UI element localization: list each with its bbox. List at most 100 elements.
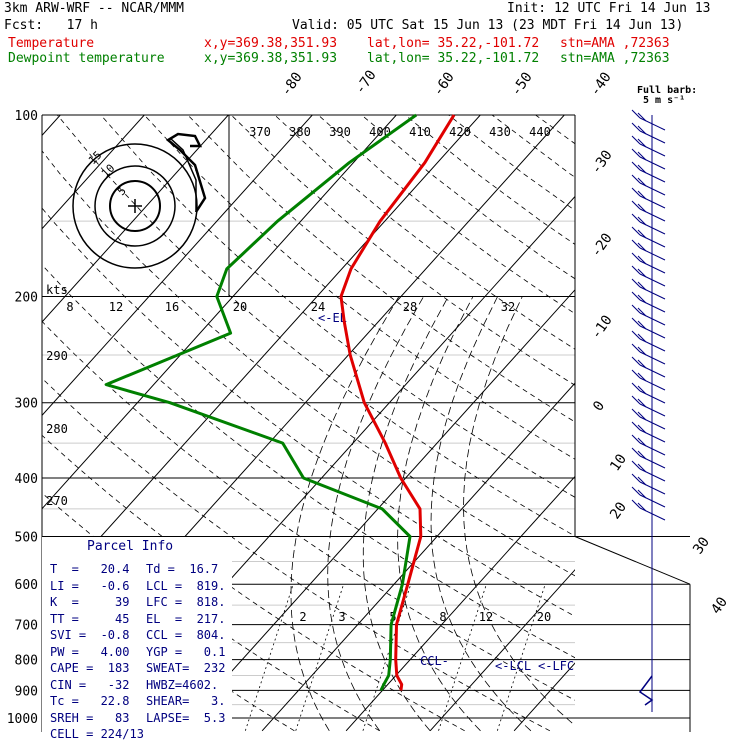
isotherm-label: 10 xyxy=(607,451,630,474)
parcel-info-row: CAPE = 183 xyxy=(50,661,130,675)
wind-barb-feather xyxy=(637,242,647,252)
wind-barb xyxy=(631,486,666,508)
isotherm-label: -20 xyxy=(588,230,616,260)
wind-barb-feather xyxy=(631,330,641,340)
wind-barb-feather xyxy=(631,135,641,145)
hodograph-scale-label: 24 xyxy=(311,300,325,314)
wind-barb-staff xyxy=(639,494,666,508)
wind-barb xyxy=(631,356,666,378)
pressure-label: 1000 xyxy=(7,712,38,727)
isotherm-line xyxy=(42,115,482,603)
wind-barb-staff xyxy=(639,169,666,183)
theta-label: 420 xyxy=(449,125,471,139)
temperature-legend: Temperature xyxy=(8,36,95,51)
wind-barb xyxy=(631,239,666,261)
wind-barb-feather xyxy=(637,450,647,460)
wind-barb-feather xyxy=(637,307,647,317)
temperature-station: stn=AMA ,72363 xyxy=(560,36,670,51)
parcel-info-row-value: Td = 16.7 xyxy=(146,562,219,576)
theta-label: 440 xyxy=(529,125,551,139)
wind-barb-staff xyxy=(639,416,666,430)
moist-adiabat-line xyxy=(430,296,532,732)
wind-barb xyxy=(631,174,666,196)
wind-barb-feather xyxy=(637,346,647,356)
wind-barb-feather xyxy=(631,187,641,197)
wind-barb-feather xyxy=(637,476,647,486)
wind-barb-staff xyxy=(639,403,666,417)
temperature-latlon: lat,lon= 35.22,-101.72 xyxy=(367,36,540,51)
wind-barb-feather xyxy=(631,278,641,288)
wind-barb-staff xyxy=(639,221,666,235)
hodograph-scale-label: 32 xyxy=(501,300,515,314)
hodograph-scale-label: 8 xyxy=(66,300,73,314)
temperature-curve xyxy=(339,114,456,691)
wind-barb-feather xyxy=(637,216,647,226)
mixing-ratio-line xyxy=(438,584,487,731)
wind-barb-feather xyxy=(637,229,647,239)
wind-barb-feather xyxy=(637,359,647,369)
wind-barb xyxy=(631,213,666,235)
dewpoint-latlon: lat,lon= 35.22,-101.72 xyxy=(367,51,540,66)
wind-barb-feather xyxy=(637,268,647,278)
parcel-info-row: PW = 4.00 xyxy=(50,644,130,659)
isotherm-line xyxy=(42,115,398,510)
isotherm-label: -50 xyxy=(508,69,536,99)
theta-label: 430 xyxy=(489,125,511,139)
wind-barb xyxy=(631,382,666,404)
wind-barb-feather xyxy=(631,382,641,392)
wind-barb-feather xyxy=(637,398,647,408)
mixing-ratio-line xyxy=(362,584,412,731)
theta-low-label: 270 xyxy=(46,494,68,508)
init-time: Init: 12 UTC Fri 14 Jun 13 xyxy=(507,1,711,16)
isotherm-label: -10 xyxy=(588,312,616,342)
wind-barb-feather xyxy=(631,317,641,327)
isotherm-label: -60 xyxy=(430,69,458,99)
hodograph-scale-label: 12 xyxy=(109,300,123,314)
wind-barb xyxy=(631,499,666,521)
wind-barb-feather xyxy=(631,148,641,158)
pressure-label: 600 xyxy=(15,578,38,593)
dry-adiabat-line xyxy=(42,320,575,701)
wind-barb-feather xyxy=(631,265,641,275)
wind-barb-staff xyxy=(639,299,666,313)
wind-barb xyxy=(631,460,666,482)
isotherm-line xyxy=(513,662,575,732)
pressure-label: 800 xyxy=(15,654,38,669)
dry-adiabat-line xyxy=(42,492,380,732)
forecast-hour: Fcst: 17 h xyxy=(4,18,98,33)
wind-barb-feather xyxy=(631,174,641,184)
wind-barb-feather xyxy=(637,281,647,291)
wind-barb-staff xyxy=(639,325,666,339)
hodograph-trace xyxy=(165,132,207,213)
isotherm-label: 20 xyxy=(607,499,630,522)
mixing-ratio-line xyxy=(496,584,546,731)
wind-barb-feather xyxy=(631,499,641,509)
parcel-info-row: SREH = 83 xyxy=(50,710,130,725)
mixing-ratio-line xyxy=(581,584,629,731)
wind-barb-feather xyxy=(637,164,647,174)
dewpoint-legend: Dewpoint temperature xyxy=(8,51,165,66)
barb-legend-line2: 5 m s⁻¹ xyxy=(643,95,685,106)
wind-barb-staff xyxy=(639,377,666,391)
wind-barb-staff xyxy=(639,338,666,352)
isotherm-line xyxy=(261,382,575,732)
skew-right-edge xyxy=(574,536,691,585)
mixing-ratio-label: 3 xyxy=(338,610,345,624)
dry-adiabat-line xyxy=(42,264,575,659)
parcel-info-title: Parcel Info xyxy=(87,539,174,554)
isotherm-label: -40 xyxy=(587,69,615,99)
wind-barb xyxy=(631,148,666,170)
isotherm-line xyxy=(0,87,1,730)
dewpoint-curve xyxy=(104,113,418,692)
dry-adiabat-line xyxy=(448,115,575,211)
dry-adiabat-line xyxy=(491,115,575,178)
isotherm-line xyxy=(42,115,146,230)
wind-barb-feather xyxy=(637,125,647,135)
wind-barb-staff xyxy=(639,260,666,274)
level-annotation: <-LFC xyxy=(538,659,574,673)
wind-barb-staff xyxy=(639,156,666,170)
wind-barb-feather xyxy=(637,177,647,187)
wind-barb-staff xyxy=(639,442,666,456)
wind-barb-feather xyxy=(631,252,641,262)
